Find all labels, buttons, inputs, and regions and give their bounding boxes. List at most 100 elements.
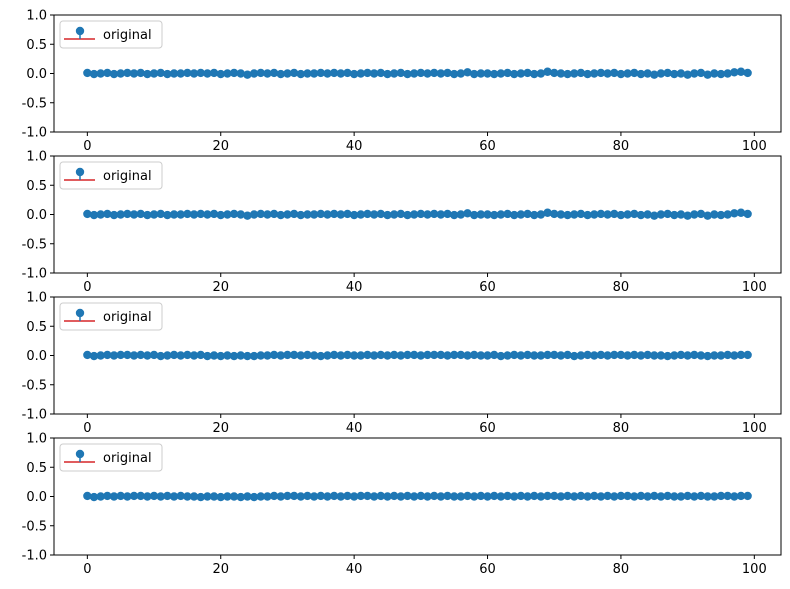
data-point [656,492,666,501]
data-point [623,69,632,78]
data-point [576,68,586,78]
data-point [309,492,319,501]
data-point [149,69,159,78]
data-point [730,209,739,218]
data-point [643,350,652,360]
x-tick-label: 20 [212,280,229,295]
legend-box [59,161,163,190]
data-point [436,350,446,360]
data-point [316,68,325,78]
data-point [436,492,446,501]
data-point [129,491,139,501]
data-point [510,69,519,79]
data-point [636,210,646,220]
data-point [276,492,285,501]
data-point [543,350,552,360]
legend-label: original [103,451,152,466]
x-tick-label: 20 [212,139,229,154]
data-point [596,209,606,219]
data-point [463,68,472,77]
data-point [510,492,519,501]
data-point [283,491,292,501]
data-point [283,69,292,78]
data-point [416,351,426,360]
x-tick-label: 40 [346,421,363,436]
data-point [543,491,552,501]
data-point [149,350,159,360]
data-point [416,209,426,219]
data-point [650,211,659,220]
data-point [316,209,325,219]
y-tick-label: 0.0 [26,490,47,505]
data-point [116,69,125,78]
data-point [376,68,386,78]
data-point [543,208,552,217]
data-point [223,492,232,501]
data-point [209,68,219,78]
data-point [483,69,492,78]
data-point [416,491,426,501]
data-point [469,350,479,360]
data-point [656,210,666,219]
data-point [476,351,486,360]
data-point [409,69,419,78]
data-point [343,209,352,219]
data-point [256,68,265,78]
data-point [610,209,619,219]
legend-marker-swatch [75,308,85,318]
data-point [263,69,272,78]
data-point [663,68,672,78]
data-point [556,210,566,219]
legend-label: original [103,28,152,43]
data-point [363,491,372,501]
data-point [676,69,686,78]
data-point [363,68,372,78]
x-tick-label: 40 [346,280,363,295]
data-point [476,69,486,78]
data-point [663,491,672,501]
data-point [469,210,479,220]
legend-marker-swatch [75,26,85,36]
legend: original [59,161,163,190]
data-point [343,491,352,501]
data-point [269,491,279,501]
y-tick-label: -0.5 [22,378,47,393]
data-point [276,351,285,360]
data-point [696,209,706,219]
data-point [690,69,699,78]
data-point [323,69,332,78]
data-point [423,350,432,360]
data-point [409,492,419,501]
y-tick-label: 0.5 [26,179,47,194]
data-point [583,492,592,501]
data-point [463,209,472,218]
data-point [169,350,179,360]
data-point [570,210,579,219]
data-point [89,351,99,361]
data-point [296,492,305,501]
data-point [590,210,599,219]
data-point [576,491,586,501]
y-tick-label: -1.0 [22,549,47,564]
data-point [229,68,239,78]
data-point [716,69,726,79]
data-point [336,69,345,78]
data-point [449,492,459,501]
data-point [336,351,345,360]
data-point [96,210,105,219]
data-point [616,491,626,501]
x-tick-label: 60 [479,562,496,577]
data-point [129,69,139,78]
y-tick-label: 1.0 [26,150,47,165]
data-point [363,350,372,360]
data-point [503,351,512,360]
data-point [650,491,659,501]
data-point [630,209,639,219]
data-point [136,209,145,219]
subplot-2: 0 20 40 60 80 100 -1.0 -0.5 0.0 0.5 1.0 original [22,150,782,295]
data-point [403,210,412,220]
data-point [183,350,192,360]
data-point [536,492,546,501]
data-point [536,351,546,360]
